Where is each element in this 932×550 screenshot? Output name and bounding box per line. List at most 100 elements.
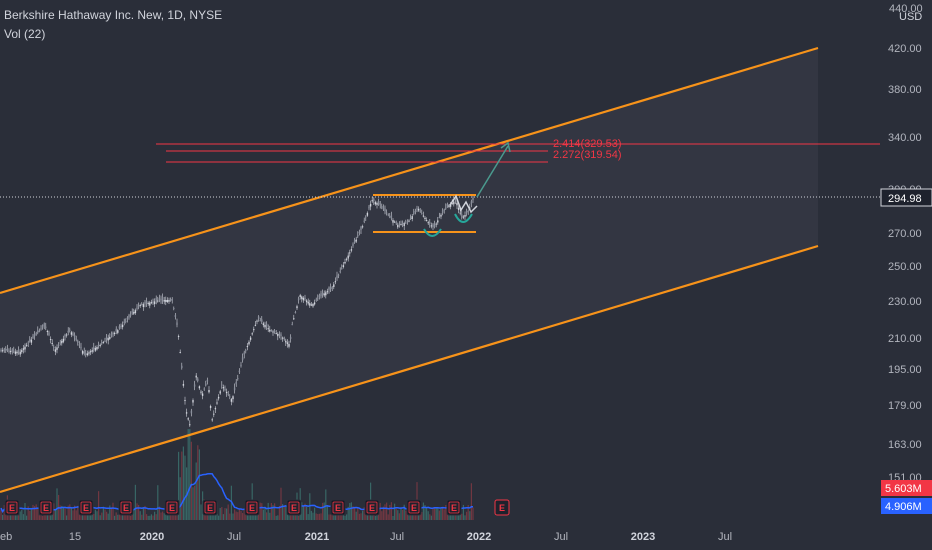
time-tick-label: 2020 [140,531,164,543]
candle-body [470,201,473,204]
time-tick-label: 2022 [467,531,491,543]
svg-text:E: E [43,503,49,513]
candle-body [312,304,314,307]
zigzag-pattern[interactable] [449,194,478,214]
candle-body [94,348,97,351]
candle-body [251,333,253,335]
earnings-marker[interactable]: E [118,499,134,516]
earnings-marker[interactable]: E [244,499,260,516]
volume-bar [99,515,101,520]
candle-body [387,214,389,216]
earnings-marker[interactable]: E [494,499,510,516]
volume-bar [150,514,152,520]
candle-body [256,320,258,322]
volume-bar [403,504,405,520]
volume-bar [141,514,143,520]
volume-bar [301,502,303,520]
price-axis[interactable]: 420.00380.00340.00300.00270.00250.00230.… [888,43,922,484]
candle-body [267,328,269,330]
price-tick-label: 179.00 [888,400,922,412]
volume-bar [30,509,32,520]
volume-bar [387,514,389,520]
earnings-marker[interactable]: E [330,499,346,516]
candle-body [155,298,157,301]
chart-title[interactable]: Berkshire Hathaway Inc. New, 1D, NYSE [4,8,223,22]
earnings-marker[interactable]: E [38,499,54,516]
candle-body [117,330,119,333]
candle-body [414,210,417,212]
earnings-marker[interactable]: E [286,499,302,516]
volume-bar [147,515,149,520]
volume-bar [342,511,344,520]
volume-bar [10,512,12,520]
volume-bar [274,503,276,520]
volume-bar [70,508,72,520]
volume-bar [421,512,423,520]
candle-body [461,214,463,218]
volume-bar [179,477,181,520]
volume-indicator-label[interactable]: Vol (22) [4,27,46,41]
earnings-marker[interactable]: E [78,499,94,516]
volume-bar [246,515,248,520]
volume-bar [472,507,474,520]
volume-bar [98,491,100,520]
candle-body [187,418,189,420]
candle-body [344,262,346,264]
candle-body [400,224,402,226]
earnings-marker[interactable]: E [446,499,462,516]
volume-bar [130,515,132,520]
volume-bar [224,508,226,520]
volume-bar [157,485,159,520]
earnings-marker[interactable]: E [364,499,380,516]
candle-body [112,332,114,335]
volume-bar [326,506,328,520]
earnings-marker[interactable]: E [4,499,20,516]
candle-body [120,326,122,328]
time-axis[interactable]: eb 15 2020 Jul 2021 Jul 2022 Jul 2023 Jul [0,531,732,543]
volume-bar [283,505,285,520]
volume-bar [53,503,55,520]
channel-fill [0,48,818,492]
candle-body [377,201,380,205]
candle-body [75,337,77,341]
candle-body [281,337,284,339]
volume-bar [158,506,160,520]
candle-body [465,210,468,214]
svg-text:E: E [291,503,297,513]
candle-body [376,203,378,205]
volume-bar [173,514,175,520]
volume-bar [358,513,360,520]
earnings-marker[interactable]: E [164,499,180,516]
volume-bar [38,515,40,520]
candle-body [168,300,170,302]
candle-body [113,332,116,335]
candle-body [445,207,447,209]
volume-bar [266,512,268,520]
candle-body [69,329,71,331]
candle-body [443,209,445,211]
volume-bar [243,509,245,520]
channel-lower-line[interactable] [0,244,819,494]
earnings-marker[interactable]: E [202,499,218,516]
volume-bar [302,505,304,520]
candle-body [134,310,137,314]
volume-bar [254,513,256,520]
volume-bar [250,512,252,520]
volume-bar [435,507,437,520]
volume-bar [317,513,319,520]
volume-bar [462,504,464,520]
volume-bar [133,509,135,520]
candle-body [206,379,209,382]
svg-text:E: E [499,503,505,513]
volume-bar [282,504,284,520]
volume-bar [198,449,200,520]
volume-bar [155,514,157,520]
earnings-marker[interactable]: E [406,499,422,516]
channel-upper-line[interactable] [0,46,819,295]
volume-bar [400,507,402,520]
projection-arrow[interactable] [476,145,509,198]
volume-bar [37,508,39,520]
